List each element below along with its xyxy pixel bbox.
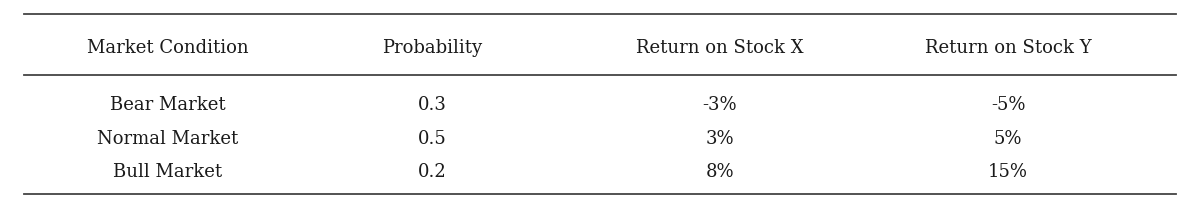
Text: 0.3: 0.3	[418, 96, 446, 114]
Text: Probability: Probability	[382, 39, 482, 56]
Text: 3%: 3%	[706, 130, 734, 148]
Text: -5%: -5%	[991, 96, 1025, 114]
Text: Market Condition: Market Condition	[88, 39, 248, 56]
Text: Bear Market: Bear Market	[110, 96, 226, 114]
Text: 0.5: 0.5	[418, 130, 446, 148]
Text: 5%: 5%	[994, 130, 1022, 148]
Text: 0.2: 0.2	[418, 163, 446, 181]
Text: Return on Stock Y: Return on Stock Y	[925, 39, 1091, 56]
Text: 15%: 15%	[988, 163, 1028, 181]
Text: 8%: 8%	[706, 163, 734, 181]
Text: Return on Stock X: Return on Stock X	[636, 39, 804, 56]
Text: Bull Market: Bull Market	[114, 163, 222, 181]
Text: Normal Market: Normal Market	[97, 130, 239, 148]
Text: -3%: -3%	[703, 96, 737, 114]
